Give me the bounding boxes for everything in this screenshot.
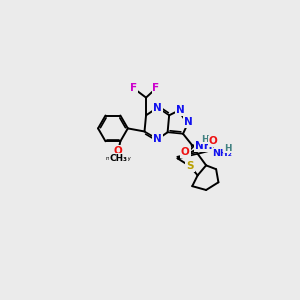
Text: N: N (176, 105, 184, 115)
Text: H: H (201, 135, 208, 144)
Text: H: H (224, 144, 231, 153)
Text: O: O (209, 136, 218, 146)
Text: O: O (181, 147, 190, 157)
Text: F: F (152, 83, 160, 93)
Text: N: N (153, 103, 162, 112)
Text: CH₃: CH₃ (110, 154, 128, 163)
Text: NH: NH (195, 141, 213, 151)
Text: O: O (114, 146, 122, 156)
Text: methoxy: methoxy (106, 156, 132, 161)
Text: N: N (153, 134, 162, 144)
Text: N: N (184, 117, 193, 127)
Text: NH₂: NH₂ (212, 148, 232, 158)
Text: S: S (186, 161, 194, 171)
Text: F: F (130, 83, 137, 93)
